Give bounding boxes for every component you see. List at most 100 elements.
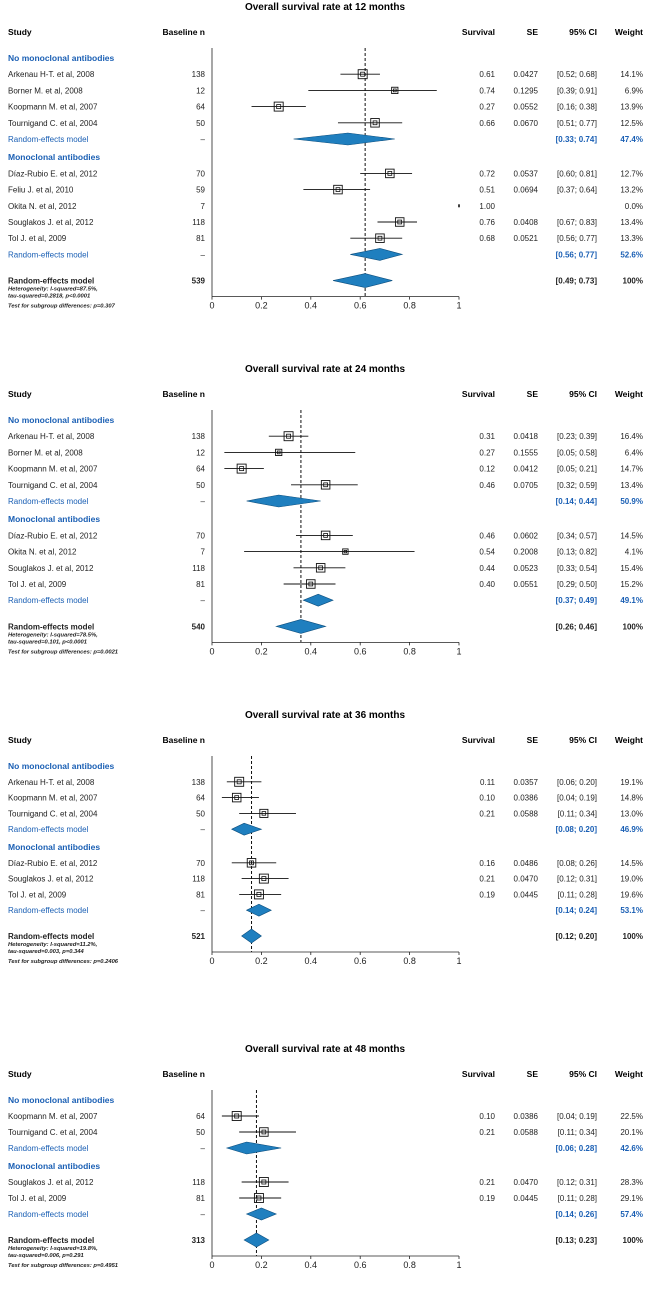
estimate-box-outer — [370, 118, 380, 128]
pooled-ci-value: [0.12; 0.20] — [556, 932, 598, 941]
estimate-box-inner — [392, 88, 397, 93]
subgroup-label: Monoclonal antibodies — [8, 1161, 100, 1171]
estimate-box-inner — [343, 549, 347, 554]
weight-value: 6.9% — [625, 86, 643, 95]
weight-value: 13.4% — [620, 481, 643, 490]
study-label: Arkenau H-T. et al, 2008 — [8, 778, 95, 787]
estimate-box-outer — [306, 579, 316, 589]
ci-value: [0.34; 0.57] — [557, 531, 597, 540]
survival-value: 0.21 — [479, 809, 495, 818]
survival-value: 0.10 — [479, 1112, 495, 1121]
se-value: 0.0357 — [514, 778, 539, 787]
subgroup-model-label: Random-effects model — [8, 596, 89, 605]
header-se: SE — [527, 1069, 539, 1079]
overall-diamond — [332, 273, 393, 288]
survival-value: 0.19 — [479, 890, 495, 899]
se-value: 0.0470 — [514, 875, 539, 884]
baseline-n: 313 — [192, 1236, 206, 1245]
estimate-box-outer — [259, 1127, 269, 1137]
study-label: Koopmann M. et al, 2007 — [8, 465, 98, 474]
panel-title: Overall survival rate at 12 months — [245, 2, 406, 13]
se-value: 0.0588 — [514, 809, 539, 818]
study-label: Okita N. et al, 2012 — [8, 202, 77, 211]
estimate-box-outer — [315, 563, 326, 573]
estimate-box-inner — [261, 1129, 267, 1135]
x-tick-label: 0.8 — [403, 956, 416, 966]
survival-value: 0.76 — [479, 218, 495, 227]
se-value: 0.0694 — [514, 186, 539, 195]
ci-value: [0.56; 0.77] — [557, 234, 597, 243]
x-tick-label: 1 — [456, 1260, 461, 1270]
survival-value: 0.11 — [480, 778, 496, 787]
subgroup-model-label: Random-effects model — [8, 497, 89, 506]
estimate-box-outer — [320, 480, 331, 490]
tau-squared-note: tau-squared=0.006, p=0.291 — [8, 1253, 84, 1259]
study-label: Souglakos J. et al, 2012 — [8, 875, 94, 884]
baseline-n: 138 — [192, 70, 206, 79]
x-tick-label: 0 — [209, 956, 214, 966]
estimate-box-outer — [246, 858, 257, 868]
study-label: Tournigand C. et al, 2004 — [8, 119, 98, 128]
x-tick-label: 0 — [209, 1260, 214, 1270]
header-weight: Weight — [615, 389, 643, 399]
weight-value: 19.0% — [620, 875, 643, 884]
tau-squared-note: tau-squared=0.2818, p<0.0001 — [8, 294, 90, 300]
study-label: Koopmann M. et al, 2007 — [8, 1112, 98, 1121]
x-tick-label: 0.2 — [255, 301, 268, 311]
subgroup-diamond — [245, 1207, 278, 1221]
subgroup-model-label: Random-effects model — [8, 1144, 89, 1153]
survival-value: 0.12 — [479, 465, 495, 474]
survival-value: 0.46 — [479, 481, 495, 490]
header-study: Study — [8, 1069, 32, 1079]
study-label: Tol J. et al, 2009 — [8, 1194, 67, 1203]
estimate-box-inner — [318, 565, 324, 571]
estimate-box-inner — [372, 120, 378, 126]
baseline-n: 70 — [196, 859, 205, 868]
baseline-n: 12 — [196, 86, 205, 95]
baseline-n: 81 — [196, 1194, 205, 1203]
survival-value: 0.10 — [479, 794, 495, 803]
x-tick-label: 0.4 — [305, 301, 318, 311]
estimate-box-outer — [236, 463, 247, 474]
x-tick-label: 0.4 — [305, 646, 318, 656]
subgroup-test-note: Test for subgroup differences: p=0.0021 — [8, 649, 118, 655]
study-label: Feliu J. et al, 2010 — [8, 186, 74, 195]
study-label: Souglakos J. et al, 2012 — [8, 564, 94, 573]
header-survival: Survival — [462, 27, 495, 37]
panel-title: Overall survival rate at 24 months — [245, 364, 406, 375]
estimate-box-inner — [234, 795, 240, 800]
study-label: Díaz-Rubio E. et al, 2012 — [8, 531, 98, 540]
se-value: 0.0588 — [514, 1128, 539, 1137]
header-weight: Weight — [615, 735, 643, 745]
heterogeneity-note: Heterogeneity: I-squared=78.5%, — [8, 632, 98, 638]
estimate-box-outer — [234, 776, 245, 787]
header-se: SE — [527, 389, 539, 399]
weight-value: 14.1% — [620, 70, 643, 79]
heterogeneity-note: Heterogeneity: I-squared=19.8%, — [8, 1246, 98, 1252]
x-tick-label: 0.8 — [403, 301, 416, 311]
panel-title: Overall survival rate at 36 months — [245, 710, 406, 721]
pooled-ci-value: [0.14; 0.26] — [556, 1210, 598, 1219]
header-se: SE — [527, 27, 539, 37]
ci-value: [0.32; 0.59] — [557, 481, 597, 490]
x-tick-label: 0.4 — [305, 1260, 318, 1270]
x-tick-label: 0.2 — [255, 956, 268, 966]
estimate-point — [458, 204, 460, 208]
subgroup-label: No monoclonal antibodies — [8, 761, 115, 771]
panel-title: Overall survival rate at 48 months — [245, 1044, 406, 1055]
subgroup-label: Monoclonal antibodies — [8, 842, 100, 852]
header-baseline-n: Baseline n — [162, 389, 205, 399]
weight-value: 13.2% — [620, 186, 643, 195]
baseline-n: 540 — [192, 622, 206, 631]
x-tick-label: 0.4 — [305, 956, 318, 966]
baseline-n: 81 — [196, 580, 205, 589]
pooled-ci-value: [0.37; 0.49] — [556, 596, 598, 605]
estimate-box-outer — [375, 233, 385, 243]
estimate-box-inner — [286, 433, 291, 439]
survival-value: 0.27 — [479, 103, 495, 112]
ci-value: [0.67; 0.83] — [557, 218, 597, 227]
subgroup-label: No monoclonal antibodies — [8, 1095, 115, 1105]
overall-diamond — [241, 928, 262, 944]
subgroup-diamond — [231, 822, 263, 836]
baseline-n: – — [201, 825, 206, 834]
